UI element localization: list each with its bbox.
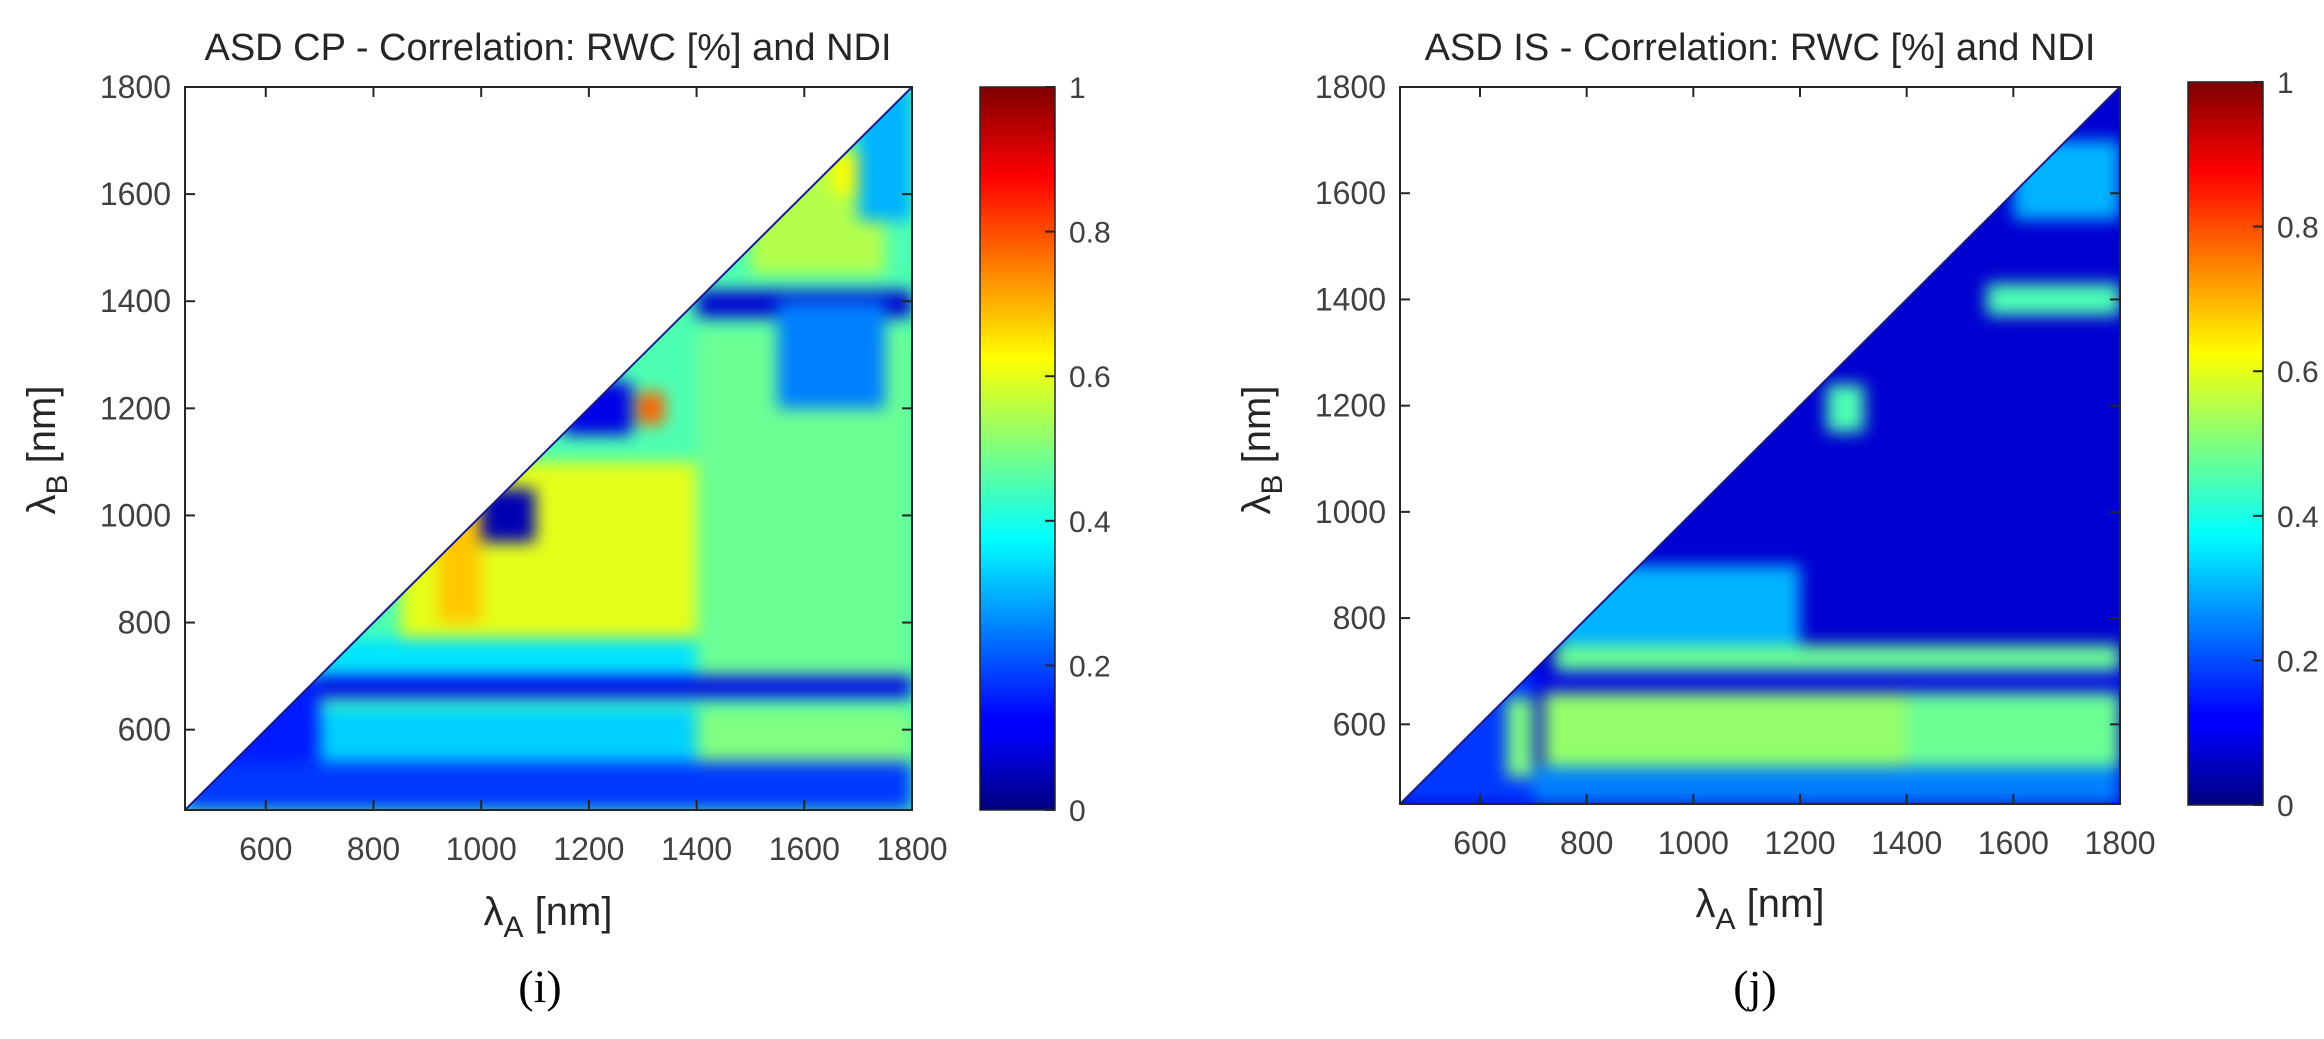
colorbar-ticks: 0 0.2 0.4 0.6 0.8 1	[1045, 72, 1111, 828]
x-tick-label: 1200	[553, 831, 624, 867]
x-tick-label: 1600	[1978, 825, 2049, 861]
y-ticks: 600 800 1000 1200 1400 1600 1800	[1315, 69, 2120, 742]
x-tick-label: 1800	[2084, 825, 2155, 861]
heatmap-region	[1560, 565, 1800, 645]
heatmap-region	[1906, 692, 2120, 767]
x-tick-label: 600	[1453, 825, 1506, 861]
x-tick-label: 1000	[446, 831, 517, 867]
x-tick-label: 1200	[1764, 825, 1835, 861]
heatmap-region	[438, 515, 482, 623]
x-tick-label: 1000	[1658, 825, 1729, 861]
x-tick-label: 1400	[661, 831, 732, 867]
x-tick-label: 800	[1560, 825, 1613, 861]
panel-label: (j)	[1733, 961, 1776, 1012]
heatmap-region	[1554, 644, 2120, 672]
colorbar-tick-label: 0.6	[2277, 356, 2319, 389]
diagonal-edge	[184, 86, 913, 811]
colorbar-tick-label: 0	[1069, 795, 1086, 828]
colorbar-tick-label: 0	[2277, 790, 2294, 823]
y-tick-label: 1200	[1315, 388, 1386, 424]
colorbar-gradient	[2187, 81, 2264, 806]
heatmap-region	[858, 87, 912, 221]
y-tick-label: 1400	[1315, 281, 1386, 317]
heatmap-region	[696, 708, 912, 762]
y-tick-label: 800	[118, 605, 171, 641]
heatmap-region	[1533, 671, 2120, 693]
colorbar-gradient	[979, 86, 1056, 811]
x-axis-label: λA [nm]	[484, 890, 613, 944]
heatmap-region	[1826, 384, 1864, 433]
panel-label: (i)	[518, 961, 561, 1012]
chart-title: ASD CP - Correlation: RWC [%] and NDI	[204, 27, 891, 69]
y-tick-label: 1200	[100, 390, 171, 426]
chart-panel-cp: ASD CP - Correlation: RWC [%] and NDI 60…	[20, 27, 1111, 1012]
y-axis-label: λB [nm]	[20, 386, 74, 515]
y-tick-label: 600	[1333, 706, 1386, 742]
heatmap-region	[2013, 140, 2120, 220]
colorbar-ticks: 0 0.2 0.4 0.6 0.8 1	[2253, 67, 2319, 823]
x-axis-label: λA [nm]	[1696, 882, 1825, 936]
heatmap-region	[831, 151, 859, 195]
y-tick-label: 1800	[100, 69, 171, 105]
heatmap-region	[185, 761, 912, 810]
x-tick-label: 600	[239, 831, 292, 867]
x-ticks: 600 800 1000 1200 1400 1600 1800	[1453, 87, 2156, 861]
colorbar-tick-label: 1	[1069, 72, 1086, 105]
y-ticks: 600 800 1000 1200 1400 1600 1800	[100, 69, 912, 748]
chart-panel-is: ASD IS - Correlation: RWC [%] and NDI 60…	[1235, 27, 2319, 1012]
colorbar: 0 0.2 0.4 0.6 0.8 1	[979, 72, 1111, 828]
heatmap-region	[1533, 766, 2120, 804]
x-tick-label: 800	[347, 831, 400, 867]
y-tick-label: 800	[1333, 600, 1386, 636]
colorbar: 0 0.2 0.4 0.6 0.8 1	[2187, 67, 2319, 823]
y-tick-label: 1600	[100, 176, 171, 212]
y-tick-label: 600	[118, 712, 171, 748]
heatmap-region	[481, 488, 536, 543]
y-tick-label: 1000	[100, 497, 171, 533]
colorbar-tick-label: 0.4	[2277, 501, 2319, 534]
x-tick-label: 1400	[1871, 825, 1942, 861]
heatmap-region	[1544, 692, 1907, 767]
y-axis-label: λB [nm]	[1235, 386, 1289, 515]
y-tick-label: 1000	[1315, 494, 1386, 530]
colorbar-tick-label: 0.8	[1069, 217, 1111, 250]
colorbar-tick-label: 0.2	[2277, 645, 2319, 678]
colorbar-tick-label: 0.8	[2277, 212, 2319, 245]
heatmap-region	[1986, 283, 2120, 316]
colorbar-tick-label: 0.2	[1069, 650, 1111, 683]
chart-title: ASD IS - Correlation: RWC [%] and NDI	[1425, 27, 2096, 69]
heatmap-region	[319, 676, 912, 698]
heatmap-region	[1506, 697, 1534, 778]
colorbar-tick-label: 0.4	[1069, 506, 1111, 539]
heatmap-region	[777, 301, 886, 409]
colorbar-tick-label: 1	[2277, 67, 2294, 100]
y-tick-label: 1400	[100, 283, 171, 319]
plot-frame	[184, 86, 913, 811]
y-tick-label: 1800	[1315, 69, 1386, 105]
heatmap-region	[561, 381, 632, 436]
colorbar-tick-label: 0.6	[1069, 361, 1111, 394]
x-tick-label: 1800	[876, 831, 947, 867]
x-ticks: 600 800 1000 1200 1400 1600 1800	[239, 87, 948, 867]
diagonal-edge	[1399, 86, 2121, 805]
y-tick-label: 1600	[1315, 175, 1386, 211]
heatmap-region	[319, 638, 697, 677]
heatmap-region	[637, 392, 665, 425]
plot-frame	[1399, 86, 2121, 805]
x-tick-label: 1600	[769, 831, 840, 867]
